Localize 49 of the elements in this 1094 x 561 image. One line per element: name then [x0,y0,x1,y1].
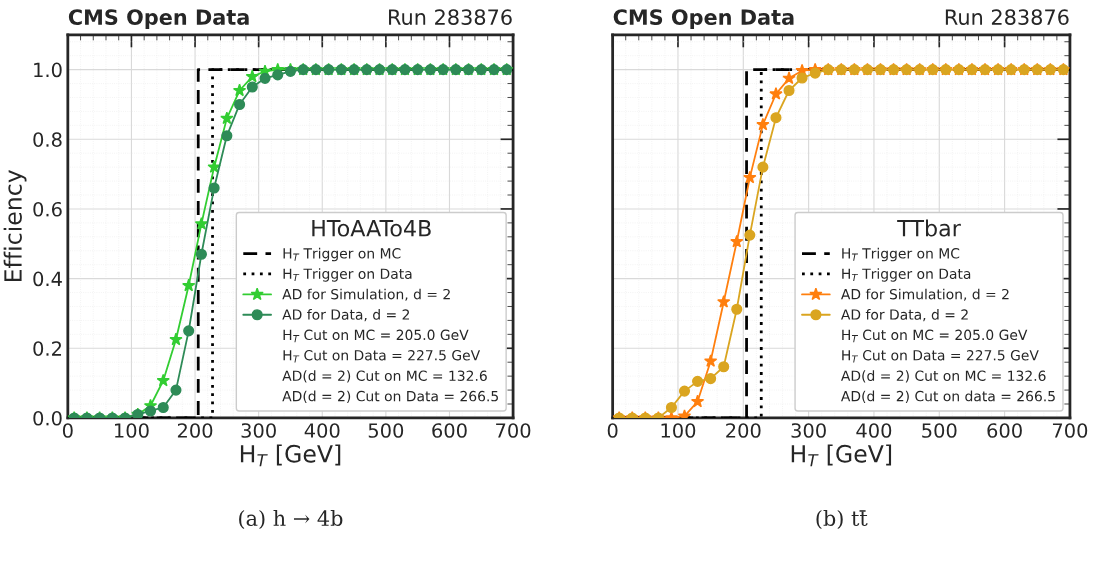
x-tick-label: 500 [922,423,957,438]
legend-title: TTbar [897,219,961,237]
y-tick-label: 0.2 [33,341,62,356]
legend-label: AD for Data, d = 2 [282,309,410,322]
x-tick-label: 300 [241,423,276,438]
chart-title: CMS Open Data [613,9,794,30]
y-tick-label: 0.6 [33,201,62,217]
legend-label: AD for Data, d = 2 [841,309,968,322]
chart-subtitle: Run 283876 [389,9,512,25]
x-tick-label: 600 [987,423,1022,438]
legend-label: AD for Simulation, d = 2 [282,288,450,301]
annotation: H$_{T}$ Cut on MC = 205.0 GeV [842,329,1028,343]
x-tick-label: 400 [304,423,340,438]
x-axis-title: H$_{T}$ [GeV] [240,444,341,467]
chart-subtitle: Run 283876 [945,9,1069,25]
legend-label: H$_{T}$ Trigger on MC [842,247,960,262]
x-tick-label: 500 [368,423,404,438]
y-tick-label: 0.8 [33,132,62,147]
text: (a) h → 4b [239,509,343,529]
annotation: H$_{T}$ Cut on Data = 227.5 GeV [842,349,1039,363]
legend-label: H$_{T}$ Trigger on Data [283,268,412,282]
legend-title: HToAATo4B [312,220,431,237]
x-tick-label: 700 [1052,423,1088,438]
legend-label: H$_{T}$ Trigger on MC [283,247,401,262]
legend-label: H$_{T}$ Trigger on Data [842,268,971,282]
y-tick-label: 0.0 [33,410,62,426]
x-axis-title: H$_{T}$ [GeV] [791,444,892,467]
x-tick-label: 100 [661,423,696,438]
y-axis-title: Efficiency [3,170,27,282]
y-tick-label: 0.4 [33,271,62,287]
x-tick-label: 0 [607,423,618,438]
annotation: AD(d = 2) Cut on MC = 132.6 [282,370,487,383]
x-tick-label: 0 [62,423,73,438]
annotation: AD(d = 2) Cut on data = 266.5 [841,390,1055,403]
x-tick-label: 400 [856,423,892,438]
x-tick-label: 200 [177,423,213,438]
chart-title: CMS Open Data [68,9,249,30]
x-tick-label: 300 [791,423,826,438]
x-tick-label: 100 [115,423,149,438]
x-tick-label: 700 [496,423,531,438]
annotation: H$_{T}$ Cut on Data = 227.5 GeV [283,349,481,363]
legend-label: AD for Simulation, d = 2 [841,288,1009,301]
annotation: H$_{T}$ Cut on MC = 205.0 GeV [283,329,469,343]
x-tick-label: 600 [432,423,467,438]
x-tick-label: 200 [726,423,761,438]
annotation: AD(d = 2) Cut on MC = 132.6 [841,370,1046,383]
text: (b) tt̄ [816,509,868,529]
annotation: AD(d = 2) Cut on Data = 266.5 [282,390,498,403]
y-tick-label: 1.0 [34,62,62,78]
